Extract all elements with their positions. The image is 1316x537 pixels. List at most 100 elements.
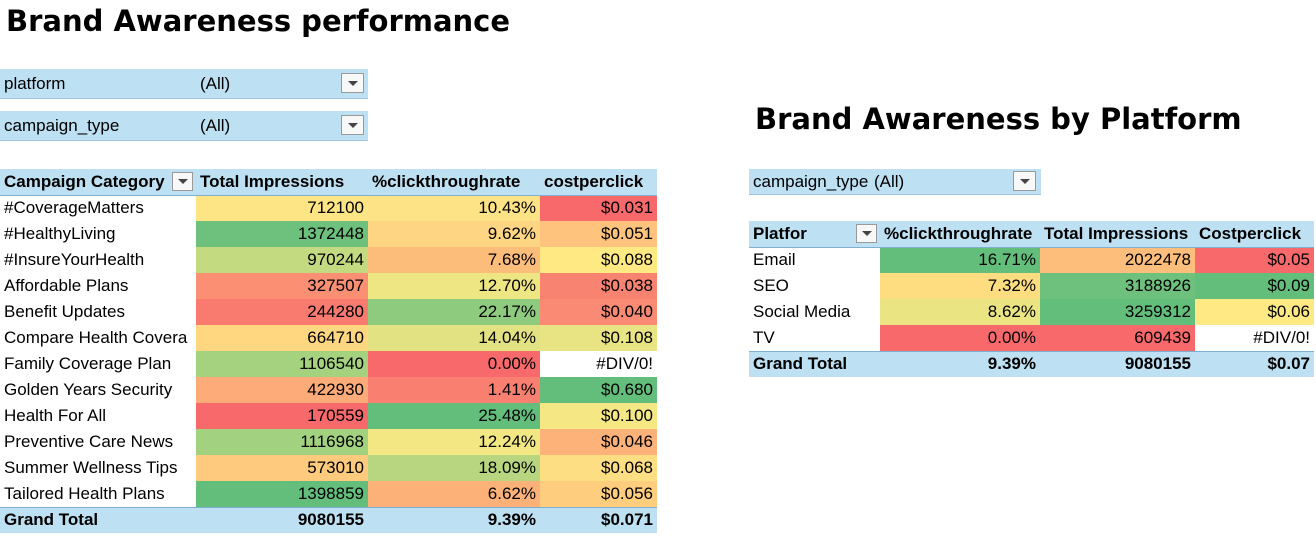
ctr-cell: 18.09% xyxy=(368,455,540,481)
row-label: #HealthyLiving xyxy=(4,224,116,243)
row-label: Benefit Updates xyxy=(4,302,125,321)
column-header-label: Platfor xyxy=(753,223,807,243)
table-row: TV 0.00% 609439 #DIV/0! xyxy=(749,325,1314,351)
cpc-cell: #DIV/0! xyxy=(540,351,657,377)
platform-filter-value: (All) xyxy=(200,74,231,93)
column-header-impressions: Total Impressions xyxy=(196,169,368,196)
filter-dropdown-icon[interactable] xyxy=(856,224,877,243)
row-label: TV xyxy=(753,327,775,347)
campaign-type-filter[interactable]: campaign_type (All) xyxy=(0,111,368,141)
impressions-cell: 573010 xyxy=(196,455,368,481)
side-filter-label: campaign_type xyxy=(753,172,869,191)
cpc-cell: $0.09 xyxy=(1195,273,1314,299)
cpc-cell: $0.040 xyxy=(540,299,657,325)
impressions-cell: 244280 xyxy=(196,299,368,325)
table-row: Family Coverage Plan 1106540 0.00% #DIV/0! xyxy=(0,351,657,377)
column-header-label: Campaign Category xyxy=(4,171,165,191)
column-header-platform[interactable]: Platfor xyxy=(749,221,880,248)
ctr-cell: 12.24% xyxy=(368,429,540,455)
cpc-cell: #DIV/0! xyxy=(1195,325,1314,351)
platform-filter[interactable]: platform (All) xyxy=(0,69,368,99)
impressions-cell: 3188926 xyxy=(1040,273,1195,299)
row-label: Tailored Health Plans xyxy=(4,483,165,503)
impressions-cell: 170559 xyxy=(196,403,368,429)
side-filter-value: (All) xyxy=(874,172,905,191)
table-row: Email 16.71% 2022478 $0.05 xyxy=(749,247,1314,273)
row-label: Health For All xyxy=(4,406,107,425)
filter-dropdown-icon[interactable] xyxy=(172,172,193,191)
cpc-cell: $0.031 xyxy=(540,195,657,221)
cpc-cell: $0.108 xyxy=(540,325,657,351)
chevron-down-icon[interactable] xyxy=(341,73,364,93)
chevron-down-icon[interactable] xyxy=(341,115,364,135)
table-row: Health For All 170559 25.48% $0.100 xyxy=(0,403,657,429)
cpc-cell: $0.056 xyxy=(540,481,657,507)
row-label: Preventive Care News xyxy=(4,432,174,451)
page-title: Brand Awareness performance xyxy=(6,4,511,38)
row-label: SEO xyxy=(753,276,789,295)
campaign-type-filter-value: (All) xyxy=(200,116,231,135)
impressions-cell: 327507 xyxy=(196,273,368,299)
table-row: #HealthyLiving 1372448 9.62% $0.051 xyxy=(0,221,657,247)
row-label: Affordable Plans xyxy=(4,276,129,295)
campaign-type-filter-label: campaign_type xyxy=(4,116,120,135)
ctr-cell: 22.17% xyxy=(368,299,540,325)
table-header-row: Campaign Category Total Impressions %cli… xyxy=(0,169,657,196)
cpc-cell: $0.068 xyxy=(540,455,657,481)
ctr-cell: 7.32% xyxy=(880,273,1040,299)
table-row: SEO 7.32% 3188926 $0.09 xyxy=(749,273,1314,299)
table-row: Benefit Updates 244280 22.17% $0.040 xyxy=(0,299,657,325)
impressions-cell: 1106540 xyxy=(196,351,368,377)
cpc-cell: $0.046 xyxy=(540,429,657,455)
impressions-cell: 712100 xyxy=(196,195,368,221)
row-label: Social Media xyxy=(753,302,851,321)
platform-pivot-table: Platfor %clickthroughrate Total Impressi… xyxy=(749,221,1314,377)
table-row: Summer Wellness Tips 573010 18.09% $0.068 xyxy=(0,455,657,481)
column-header-impressions: Total Impressions xyxy=(1040,221,1195,248)
row-label: Golden Years Security xyxy=(4,380,173,399)
impressions-cell: 2022478 xyxy=(1040,247,1195,273)
ctr-cell: 8.62% xyxy=(880,299,1040,325)
cpc-cell: $0.051 xyxy=(540,221,657,247)
ctr-cell: 9.62% xyxy=(368,221,540,247)
table-row: Tailored Health Plans 1398859 6.62% $0.056 xyxy=(0,481,657,507)
table-header-row: Platfor %clickthroughrate Total Impressi… xyxy=(749,221,1314,248)
row-label: Compare Health Covera xyxy=(4,328,188,347)
table-row: Golden Years Security 422930 1.41% $0.680 xyxy=(0,377,657,403)
grand-total-impressions: 9080155 xyxy=(196,506,368,533)
grand-total-cpc: $0.071 xyxy=(540,506,657,533)
row-label: Family Coverage Plan xyxy=(4,354,172,373)
column-header-campaign-category[interactable]: Campaign Category xyxy=(0,169,196,196)
impressions-cell: 970244 xyxy=(196,247,368,273)
impressions-cell: 3259312 xyxy=(1040,299,1195,325)
ctr-cell: 25.48% xyxy=(368,403,540,429)
impressions-cell: 1372448 xyxy=(196,221,368,247)
ctr-cell: 1.41% xyxy=(368,377,540,403)
cpc-cell: $0.100 xyxy=(540,403,657,429)
table-row: #CoverageMatters 712100 10.43% $0.031 xyxy=(0,195,657,221)
ctr-cell: 0.00% xyxy=(880,325,1040,351)
chevron-down-icon[interactable] xyxy=(1013,171,1036,191)
row-label: Email xyxy=(753,250,796,270)
side-campaign-type-filter[interactable]: campaign_type (All) xyxy=(749,169,1041,195)
ctr-cell: 0.00% xyxy=(368,351,540,377)
impressions-cell: 422930 xyxy=(196,377,368,403)
campaign-pivot-table: Campaign Category Total Impressions %cli… xyxy=(0,169,657,533)
platform-filter-label: platform xyxy=(4,74,66,93)
grand-total-row: Grand Total 9.39% 9080155 $0.07 xyxy=(749,350,1314,377)
row-label: #InsureYourHealth xyxy=(4,250,145,269)
column-header-ctr: %clickthroughrate xyxy=(880,221,1040,248)
grand-total-row: Grand Total 9080155 9.39% $0.071 xyxy=(0,506,657,533)
section-title: Brand Awareness by Platform xyxy=(755,102,1242,136)
row-label: #CoverageMatters xyxy=(4,198,144,218)
ctr-cell: 12.70% xyxy=(368,273,540,299)
grand-total-impressions: 9080155 xyxy=(1040,350,1195,377)
cpc-cell: $0.06 xyxy=(1195,299,1314,325)
ctr-cell: 10.43% xyxy=(368,195,540,221)
column-header-cpc: costperclick xyxy=(540,169,657,196)
ctr-cell: 14.04% xyxy=(368,325,540,351)
column-header-ctr: %clickthroughrate xyxy=(368,169,540,196)
ctr-cell: 7.68% xyxy=(368,247,540,273)
column-header-cpc: Costperclick xyxy=(1195,221,1314,248)
table-row: Affordable Plans 327507 12.70% $0.038 xyxy=(0,273,657,299)
